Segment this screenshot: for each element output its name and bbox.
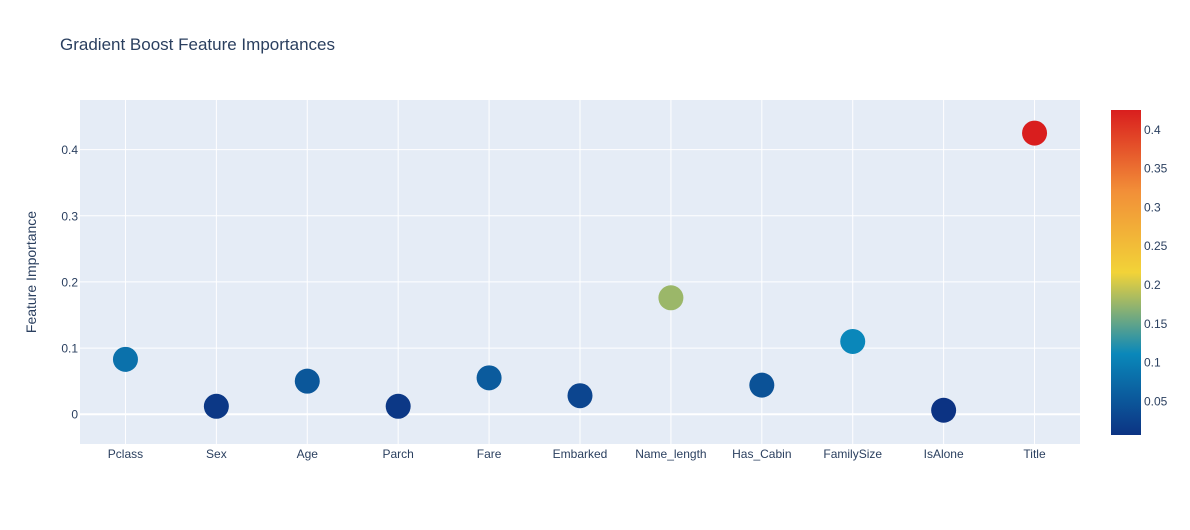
data-point-pclass [112, 346, 138, 372]
x-tick-label: Has_Cabin [732, 447, 791, 461]
colorbar-tick-label: 0.05 [1144, 394, 1168, 408]
data-point-sex [203, 393, 229, 419]
y-axis-label: Feature Importance [23, 211, 39, 333]
data-point-has-cabin [749, 372, 775, 398]
data-point-fare [476, 365, 502, 391]
colorbar-tick-label: 0.25 [1144, 239, 1168, 253]
colorbar-tick-label: 0.35 [1144, 162, 1168, 176]
data-point-embarked [567, 383, 593, 409]
x-tick-label: Pclass [108, 447, 143, 461]
colorbar-tick-label: 0.3 [1144, 200, 1161, 214]
data-point-title [1022, 120, 1048, 146]
y-tick-label: 0.3 [61, 209, 78, 223]
colorbar-tick-label: 0.4 [1144, 123, 1161, 137]
y-tick-label: 0.2 [61, 275, 78, 289]
x-tick-label: Embarked [553, 447, 608, 461]
data-point-familysize [840, 328, 866, 354]
colorbar-tick-label: 0.2 [1144, 278, 1161, 292]
colorbar-tick-label: 0.1 [1144, 356, 1161, 370]
y-tick-label: 0 [71, 408, 78, 422]
colorbar-tick-label: 0.15 [1144, 317, 1168, 331]
x-tick-label: Fare [477, 447, 502, 461]
x-tick-label: FamilySize [823, 447, 882, 461]
data-point-parch [385, 393, 411, 419]
colorbar [1111, 110, 1141, 435]
data-point-isalone [931, 397, 957, 423]
data-point-age [294, 368, 320, 394]
x-tick-label: Parch [383, 447, 414, 461]
data-point-name-length [658, 285, 684, 311]
x-tick-label: IsAlone [924, 447, 964, 461]
y-axis-ticks: 0 0.1 0.2 0.3 0.4 [61, 143, 78, 422]
y-tick-label: 0.4 [61, 143, 78, 157]
y-tick-label: 0.1 [61, 342, 78, 356]
colorbar-ticks: 0.05 0.1 0.15 0.2 0.25 0.3 0.35 0.4 [1144, 123, 1168, 408]
x-tick-label: Name_length [635, 447, 706, 461]
x-tick-label: Title [1023, 447, 1046, 461]
x-axis-ticks: Pclass Sex Age Parch Fare Embarked Name_length… [108, 447, 1046, 461]
chart-title: Gradient Boost Feature Importances [60, 35, 335, 54]
x-tick-label: Sex [206, 447, 227, 461]
x-tick-label: Age [297, 447, 319, 461]
scatter-markers [112, 120, 1048, 423]
